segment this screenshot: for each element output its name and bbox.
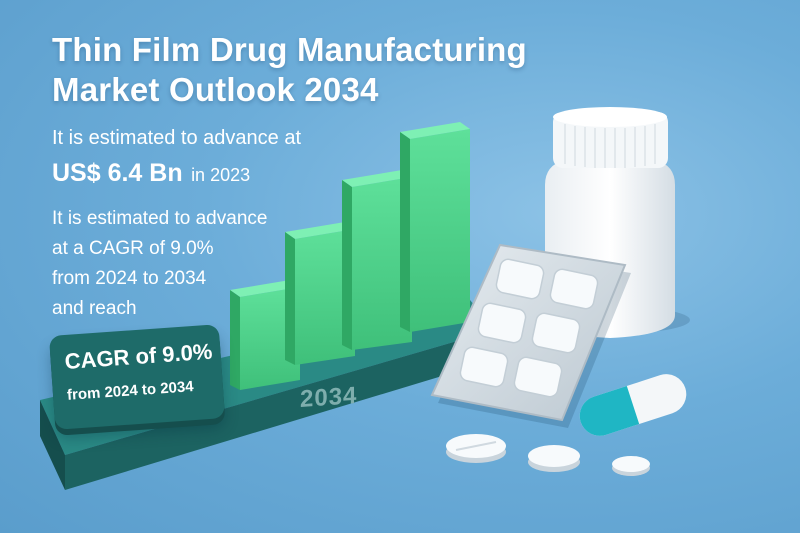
blister-pack-icon [430,243,631,428]
base-year-label: 2034 [300,381,358,414]
bar-4 [400,122,470,332]
cagr-badge: CAGR of 9.0% from 2024 to 2034 [48,324,226,430]
title-line-1: Thin Film Drug Manufacturing [52,31,527,68]
cagr-line-1: It is estimated to advance [52,208,268,229]
cagr-description: It is estimated to advance at a CAGR of … [52,204,267,324]
cagr-line-3: from 2024 to 2034 [52,268,207,289]
cagr-line-2: at a CAGR of 9.0% [52,238,214,259]
estimate-intro: It is estimated to advance at [52,127,302,149]
tablet-icon [446,434,650,476]
capsule-icon [579,374,687,436]
bar-chart-3d [230,122,470,390]
cagr-line-4: and reach [52,298,137,319]
estimate-value: US$ 6.4 Bn [52,159,183,187]
bar-3 [342,170,412,350]
title-line-2: Market Outlook 2034 [52,71,379,108]
estimate-value-row: US$ 6.4 Bn in 2023 [52,159,250,188]
estimate-year: in 2023 [191,165,251,185]
page-title: Thin Film Drug Manufacturing Market Outl… [52,30,527,110]
bar-2 [285,222,355,365]
